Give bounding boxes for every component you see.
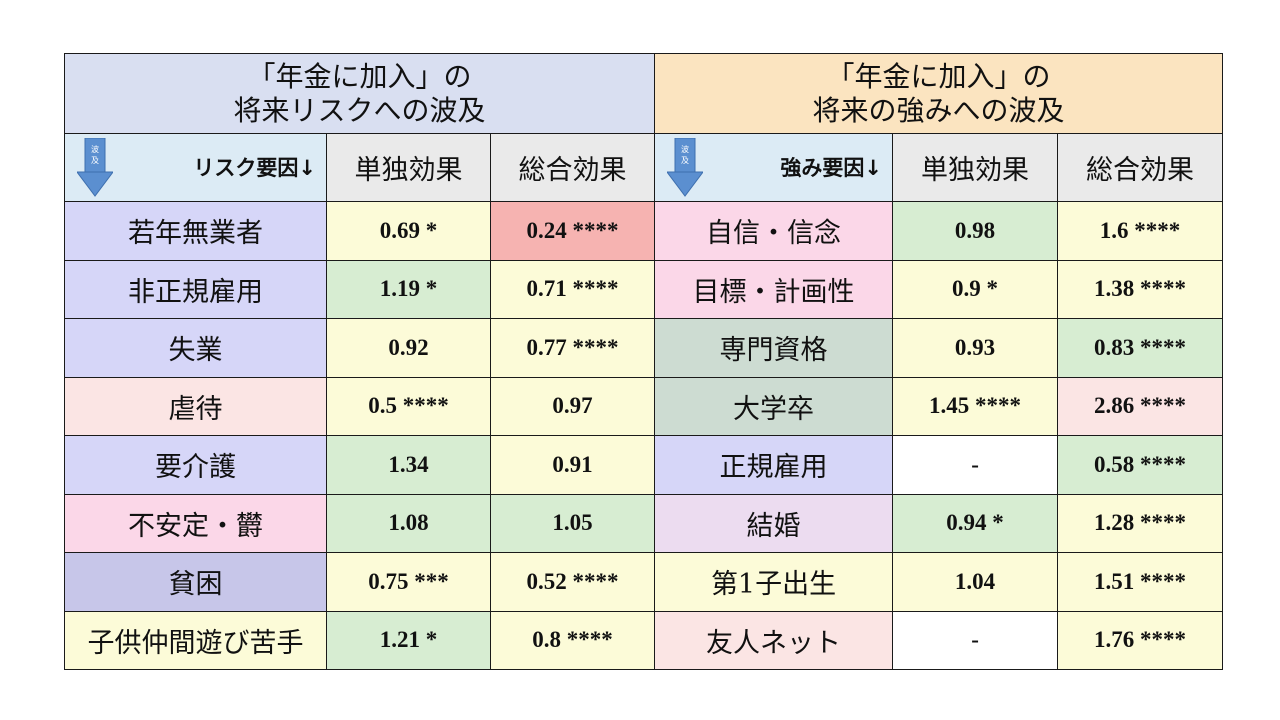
- arrow-label-bottom: 及: [91, 156, 99, 165]
- arrow-label-bottom: 及: [681, 156, 689, 165]
- risk-factor-cell: 失業: [64, 318, 327, 378]
- risk-single-effect-cell: 1.08: [326, 493, 491, 553]
- strength-total-effect-cell: 2.86 ****: [1057, 376, 1224, 436]
- table-row: 不安定・欝 1.08 1.05 結婚 0.94 * 1.28 ****: [64, 493, 1224, 553]
- arrow-label-top: 波: [91, 144, 99, 154]
- strength-single-effect-cell: -: [892, 610, 1059, 670]
- table-row: 要介護 1.34 0.91 正規雇用 -0.58 ****: [64, 435, 1224, 495]
- risk-factor-cell: 貧困: [64, 552, 327, 612]
- table-row: 子供仲間遊び苦手 1.21 * 0.8 **** 友人ネット -1.76 ****: [64, 610, 1224, 670]
- down-arrow-icon: 波 及: [667, 138, 704, 197]
- strength-single-effect-cell: 0.94 *: [892, 493, 1059, 553]
- risk-single-effect-cell: 1.34: [326, 435, 491, 495]
- strength-single-effect-cell: 1.04: [892, 552, 1059, 612]
- strength-factor-cell: 目標・計画性: [654, 259, 894, 319]
- table-row: 失業 0.92 0.77 **** 専門資格 0.93 0.83 ****: [64, 318, 1224, 378]
- strength-total-effect-cell: 0.83 ****: [1057, 318, 1224, 378]
- risk-total-effect-cell: 0.52 ****: [489, 552, 656, 612]
- strength-total-effect-cell: 0.58 ****: [1057, 435, 1224, 495]
- strength-total-effect-header: 総合効果: [1057, 133, 1224, 202]
- risk-single-effect-cell: 1.19 *: [326, 259, 491, 319]
- table-row: 貧困 0.75 *** 0.52 **** 第1子出生 1.04 1.51 ****: [64, 552, 1224, 612]
- left-title: 「年金に加入」の 将来リスクへの波及: [63, 53, 656, 134]
- risk-total-effect-cell: 0.24 ****: [489, 201, 656, 261]
- risk-single-effect-cell: 1.21 *: [326, 610, 491, 670]
- down-arrow-icon: 波 及: [77, 138, 113, 197]
- strength-single-effect-header: 単独効果: [892, 133, 1059, 202]
- strength-single-effect-cell: 0.93: [892, 318, 1059, 378]
- strength-single-effect-cell: -: [892, 435, 1059, 495]
- risk-total-effect-cell: 1.05: [489, 493, 656, 553]
- strength-single-effect-cell: 0.9 *: [892, 259, 1059, 319]
- risk-single-effect-cell: 0.69 *: [326, 201, 491, 261]
- right-title-line2: 将来の強みへの波及: [812, 93, 1065, 127]
- risk-total-effect-cell: 0.71 ****: [489, 259, 656, 319]
- risk-total-effect-header: 総合効果: [489, 133, 656, 202]
- strength-single-effect-cell: 0.98: [892, 201, 1059, 261]
- risk-factor-cell: 不安定・欝: [64, 493, 327, 553]
- strength-total-effect-cell: 1.76 ****: [1057, 610, 1224, 670]
- risk-factor-cell: 若年無業者: [64, 201, 327, 261]
- strength-factor-cell: 専門資格: [654, 318, 894, 378]
- left-title-line1: 「年金に加入」の: [247, 59, 472, 93]
- risk-total-effect-cell: 0.97: [489, 376, 656, 436]
- risk-total-effect-cell: 0.91: [489, 435, 656, 495]
- arrow-label-top: 波: [681, 144, 689, 154]
- risk-total-effect-cell: 0.77 ****: [489, 318, 656, 378]
- left-title-line2: 将来リスクへの波及: [233, 93, 486, 127]
- pension-effects-table: 「年金に加入」の 将来リスクへの波及 「年金に加入」の 将来の強みへの波及 波 …: [63, 53, 1224, 670]
- risk-factor-cell: 非正規雇用: [64, 259, 327, 319]
- strength-factor-cell: 正規雇用: [654, 435, 894, 495]
- table-row: 若年無業者 0.69 * 0.24 **** 自信・信念 0.98 1.6 ****: [64, 201, 1224, 261]
- risk-single-effect-cell: 0.5 ****: [326, 376, 491, 436]
- strength-total-effect-cell: 1.51 ****: [1057, 552, 1224, 612]
- table-row: 非正規雇用 1.19 * 0.71 **** 目標・計画性 0.9 * 1.38 ****: [64, 259, 1224, 319]
- table-row: 虐待 0.5 **** 0.97 大学卒 1.45 **** 2.86 ****: [64, 376, 1224, 436]
- strength-total-effect-cell: 1.28 ****: [1057, 493, 1224, 553]
- strength-single-effect-cell: 1.45 ****: [892, 376, 1059, 436]
- right-title: 「年金に加入」の 将来の強みへの波及: [654, 53, 1224, 134]
- risk-single-effect-cell: 0.75 ***: [326, 552, 491, 612]
- strength-factor-cell: 結婚: [654, 493, 894, 553]
- strength-factor-label: 強み要因↓: [780, 156, 883, 180]
- strength-factor-cell: 自信・信念: [654, 201, 894, 261]
- risk-factor-cell: 虐待: [64, 376, 327, 436]
- risk-single-effect-header: 単独効果: [326, 133, 491, 202]
- risk-factor-cell: 子供仲間遊び苦手: [64, 610, 327, 670]
- risk-factor-header: 波 及 リスク要因↓: [64, 133, 327, 202]
- risk-total-effect-cell: 0.8 ****: [489, 610, 656, 670]
- risk-single-effect-cell: 0.92: [326, 318, 491, 378]
- strength-factor-header: 波 及 強み要因↓: [654, 133, 894, 202]
- risk-factor-cell: 要介護: [64, 435, 327, 495]
- risk-factor-label: リスク要因↓: [193, 156, 316, 180]
- strength-total-effect-cell: 1.38 ****: [1057, 259, 1224, 319]
- strength-factor-cell: 第1子出生: [654, 552, 894, 612]
- right-title-line1: 「年金に加入」の: [826, 59, 1051, 93]
- strength-factor-cell: 友人ネット: [654, 610, 894, 670]
- strength-total-effect-cell: 1.6 ****: [1057, 201, 1224, 261]
- strength-factor-cell: 大学卒: [654, 376, 894, 436]
